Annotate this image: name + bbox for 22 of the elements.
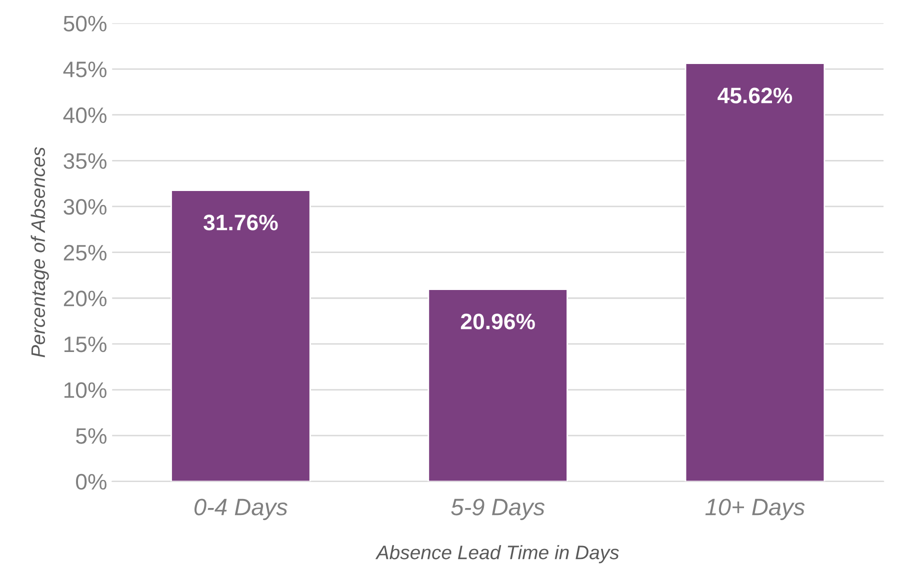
x-tick-label: 0-4 Days (194, 498, 288, 520)
bar (170, 190, 311, 482)
data-label: 45.62% (718, 88, 792, 104)
bar (684, 62, 826, 482)
y-tick-label: 10% (64, 382, 106, 398)
y-tick-label: 50% (64, 16, 106, 32)
y-tick-label: 35% (64, 153, 106, 169)
y-tick-label: 40% (63, 107, 106, 124)
x-axis-title: Absence Lead Time in Days (375, 545, 619, 564)
y-axis-title: Percentage of Absences (30, 147, 49, 358)
data-label: 20.96% (460, 314, 535, 330)
y-tick-label: 25% (64, 244, 106, 261)
y-tick-label: 15% (64, 336, 106, 352)
bar (428, 288, 568, 482)
y-tick-label: 0% (76, 474, 106, 490)
x-tick-label: 5-9 Days (451, 498, 545, 520)
y-tick-label: 5% (76, 428, 106, 444)
y-tick-label: 20% (64, 290, 106, 306)
data-label: 31.76% (204, 214, 278, 230)
y-tick-label: 30% (64, 199, 106, 215)
x-tick-label: 10+ Days (705, 498, 805, 520)
y-tick-label: 45% (63, 62, 106, 78)
